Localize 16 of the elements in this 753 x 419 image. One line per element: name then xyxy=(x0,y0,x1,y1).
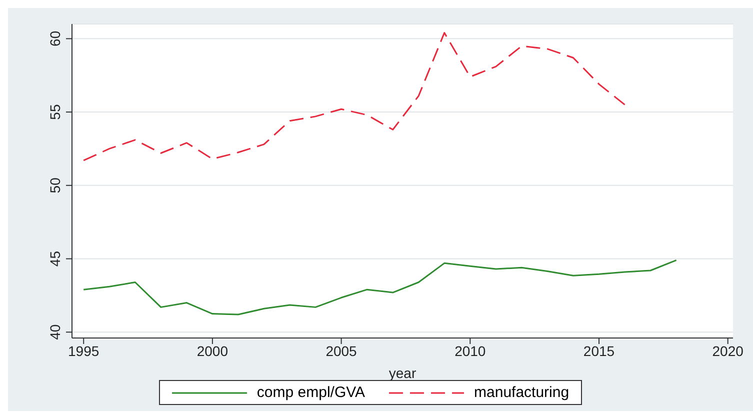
x-axis-title: year xyxy=(388,365,416,381)
line-series xyxy=(82,32,626,162)
y-tick-label: 50 xyxy=(47,177,63,194)
x-tick-label: 2020 xyxy=(712,342,744,359)
y-tick-label: 40 xyxy=(47,324,63,340)
y-tick-label: 55 xyxy=(47,104,63,120)
x-tick-label: 2000 xyxy=(196,342,228,359)
legend-label: manufacturing xyxy=(474,384,570,401)
x-tick-label: 2015 xyxy=(583,342,615,359)
x-tick-label: 1995 xyxy=(68,342,100,359)
x-tick-label: 2010 xyxy=(454,342,486,359)
legend-label: comp empl/GVA xyxy=(256,384,366,401)
line-series xyxy=(82,259,678,316)
y-tick-label: 45 xyxy=(47,250,63,267)
y-tick-label: 60 xyxy=(47,30,63,46)
x-tick-label: 2005 xyxy=(326,342,358,359)
